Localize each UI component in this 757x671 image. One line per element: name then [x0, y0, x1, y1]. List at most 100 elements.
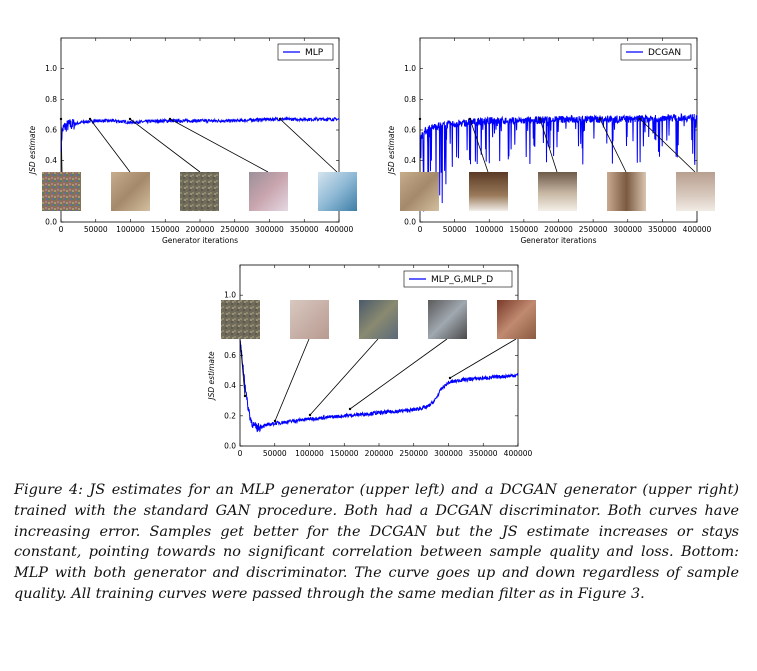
sample-image	[676, 172, 715, 211]
chart-mlp-g-mlp-d: 0 50000 100000 150000 200000 250000 300000 3500…	[207, 264, 533, 458]
x-tick-label: 250000	[220, 225, 249, 234]
sample-connector-dot	[128, 117, 132, 121]
y-axis-label: JSD estimate	[387, 126, 396, 177]
sample-connector	[349, 338, 448, 410]
figure-caption: Figure 4: JS estimates for an MLP genera…	[14, 480, 739, 605]
x-tick-label: 300000	[613, 225, 642, 234]
x-tick-label: 100000	[295, 449, 324, 458]
sample-image	[400, 172, 439, 211]
sample-connector-dot	[88, 117, 92, 121]
x-tick-label: 0	[238, 449, 243, 458]
sample-connector	[639, 118, 696, 173]
x-tick-label: 100000	[475, 225, 504, 234]
x-tick-label: 100000	[116, 225, 145, 234]
legend-label: MLP_G,MLP_D	[431, 275, 493, 285]
x-tick-label: 350000	[469, 449, 498, 458]
sample-image	[428, 300, 467, 339]
x-tick-label: 150000	[151, 225, 180, 234]
x-tick-label: 50000	[84, 225, 108, 234]
series-line	[419, 112, 698, 212]
x-tick-label: 200000	[365, 449, 394, 458]
x-tick-label: 50000	[443, 225, 467, 234]
sample-connector-dot	[598, 117, 602, 121]
y-tick-label: 0.2	[224, 411, 236, 420]
sample-image	[180, 172, 219, 211]
sample-connector-dot	[273, 419, 277, 423]
y-tick-label: 0.8	[45, 95, 57, 104]
y-tick-label: 0.0	[45, 218, 57, 227]
x-tick-label: 0	[59, 225, 64, 234]
series-line	[239, 340, 519, 433]
sample-image	[111, 172, 150, 211]
sample-image	[249, 172, 288, 211]
x-tick-label: 0	[418, 225, 423, 234]
sample-image	[359, 300, 398, 339]
x-axis-label: Generator iterations	[162, 236, 238, 245]
sample-image	[497, 300, 536, 339]
sample-connector	[60, 118, 63, 173]
plot-frame	[239, 264, 519, 447]
sample-image	[538, 172, 577, 211]
chart-mlp: 0 50000 100000 150000 200000 250000 300000 3500…	[28, 37, 354, 245]
sample-connector	[449, 338, 517, 379]
x-tick-label: 50000	[263, 449, 287, 458]
legend-label: DCGAN	[648, 48, 681, 58]
sample-connector-dot	[243, 394, 247, 398]
sample-connector-dot	[538, 117, 542, 121]
sample-connector	[169, 118, 269, 173]
x-tick-label: 200000	[186, 225, 215, 234]
x-axis-label: Generator iterations	[520, 236, 596, 245]
x-tick-label: 250000	[579, 225, 608, 234]
sample-connector	[89, 118, 131, 173]
x-tick-label: 150000	[510, 225, 539, 234]
legend-box	[620, 43, 692, 61]
x-tick-label: 350000	[290, 225, 319, 234]
sample-image	[42, 172, 81, 211]
y-axis-label: JSD estimate	[28, 126, 37, 177]
x-tick-label: 300000	[255, 225, 284, 234]
sample-connector-dot	[168, 117, 172, 121]
sample-connector	[239, 338, 246, 397]
sample-connector-dot	[308, 413, 312, 417]
legend-box	[277, 43, 334, 61]
y-tick-label: 0.0	[404, 218, 416, 227]
sample-image	[318, 172, 357, 211]
caption-text: Figure 4: JS estimates for an MLP genera…	[14, 482, 739, 602]
sample-connector	[274, 338, 310, 422]
x-tick-label: 300000	[434, 449, 463, 458]
x-tick-label: 200000	[544, 225, 573, 234]
sample-connector	[279, 118, 338, 173]
sample-connector-dot	[348, 407, 352, 411]
legend-label: MLP	[305, 48, 324, 58]
sample-connector	[469, 118, 489, 173]
y-tick-label: 1.0	[224, 291, 236, 300]
y-tick-label: 0.6	[404, 126, 416, 135]
x-tick-label: 400000	[683, 225, 712, 234]
sample-connector-dot	[278, 117, 282, 121]
y-tick-label: 0.4	[224, 381, 236, 390]
x-tick-label: 250000	[399, 449, 428, 458]
sample-images	[42, 172, 715, 339]
sample-connector	[539, 118, 558, 173]
sample-connector-dot	[59, 117, 63, 121]
y-axis-label: JSD estimate	[207, 351, 216, 402]
y-tick-label: 0.8	[404, 95, 416, 104]
sample-image	[221, 300, 260, 339]
sample-connector-dot	[418, 117, 422, 121]
y-tick-label: 1.0	[45, 64, 57, 73]
y-tick-label: 0.6	[45, 126, 57, 135]
chart-dcgan: 0 50000 100000 150000 200000 250000 300000 3500…	[387, 37, 712, 245]
sample-image	[469, 172, 508, 211]
sample-connector	[309, 338, 379, 416]
y-tick-label: 0.4	[45, 156, 57, 165]
series-line	[60, 116, 340, 152]
x-tick-label: 400000	[325, 225, 354, 234]
sample-image	[290, 300, 329, 339]
sample-connector	[599, 118, 627, 173]
sample-connector	[129, 118, 201, 173]
sample-connector-dot	[448, 376, 452, 380]
legend-box	[403, 270, 513, 288]
y-tick-label: 0.0	[224, 442, 236, 451]
x-tick-label: 150000	[330, 449, 359, 458]
